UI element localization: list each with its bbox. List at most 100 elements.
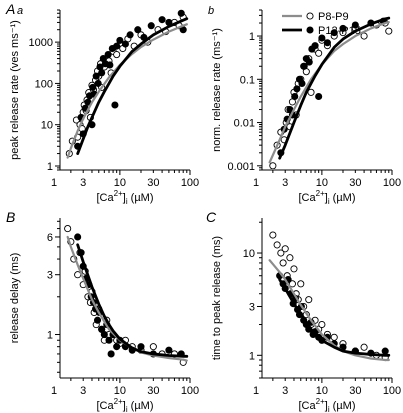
y-tick-label: 10 — [243, 248, 255, 260]
data-point-p8-p9 — [286, 254, 294, 262]
y-tick-label: 1 — [47, 161, 53, 173]
fit-curve-p12-p15 — [76, 243, 189, 358]
fit-curve-p8-p9 — [268, 259, 390, 362]
data-point-p8-p9 — [113, 51, 121, 59]
legend-marker — [306, 26, 314, 34]
y-tick-label: 0.01 — [234, 118, 255, 130]
data-point-p12-p15 — [111, 101, 119, 109]
data-point-p12-p15 — [98, 69, 106, 77]
data-point-p8-p9 — [281, 245, 289, 253]
fit-curve-p12-p15 — [278, 278, 391, 357]
data-point-p12-p15 — [323, 39, 331, 47]
data-point-p12-p15 — [147, 22, 155, 30]
data-point-p12-p15 — [93, 316, 102, 324]
data-point-p12-p15 — [298, 79, 306, 88]
y-tick-label: 10 — [41, 120, 53, 132]
x-tick-label: 100 — [181, 177, 199, 189]
data-point-p12-p15 — [315, 92, 323, 101]
data-point-p8-p9 — [305, 296, 313, 304]
data-point-p12-p15 — [318, 34, 326, 42]
y-tick-label: 0.001 — [227, 161, 255, 173]
x-tick-label: 3 — [80, 385, 86, 397]
fit-curve-p12-p15 — [278, 16, 391, 160]
data-point-p12-p15 — [106, 61, 114, 69]
panel-sublabel: a — [17, 5, 23, 17]
y-tick-label: 6 — [47, 232, 53, 244]
marks — [64, 225, 189, 366]
data-point-p8-p9 — [64, 225, 72, 233]
data-point-p12-p15 — [116, 36, 124, 44]
data-point-p8-p9 — [279, 259, 287, 267]
data-point-p8-p9 — [149, 343, 157, 351]
data-point-p12-p15 — [311, 42, 319, 50]
x-tick-label: 10 — [316, 385, 328, 397]
fit-curve-p12-p15 — [76, 17, 189, 155]
x-tick-label: 30 — [349, 385, 361, 397]
x-tick-label: 10 — [316, 177, 328, 189]
marks — [268, 231, 391, 362]
y-tick-label: 3 — [249, 302, 255, 314]
data-point-p12-p15 — [381, 347, 389, 355]
data-point-p12-p15 — [300, 62, 308, 70]
data-point-p12-p15 — [126, 31, 134, 39]
data-point-p12-p15 — [158, 16, 166, 24]
y-tick-label: 1000 — [29, 37, 53, 49]
data-point-p12-p15 — [121, 40, 129, 48]
x-tick-label: 1 — [51, 177, 57, 189]
data-point-p12-p15 — [305, 58, 313, 66]
y-tick-label: 100 — [35, 78, 53, 90]
x-axis-label: [Ca2+]i (µM) — [299, 397, 356, 413]
x-axis-label: [Ca2+]i (µM) — [97, 189, 154, 206]
x-tick-label: 100 — [181, 385, 199, 397]
y-tick-label: 1 — [249, 350, 255, 362]
x-tick-label: 30 — [147, 177, 159, 189]
data-point-p12-p15 — [107, 350, 115, 358]
data-point-p8-p9 — [269, 162, 277, 169]
data-point-p8-p9 — [269, 231, 277, 239]
data-point-p12-p15 — [92, 72, 100, 80]
data-point-p8-p9 — [273, 241, 281, 249]
data-point-p12-p15 — [330, 29, 338, 37]
data-point-p12-p15 — [177, 9, 185, 17]
data-point-p8-p9 — [307, 88, 315, 96]
panel-letter: C — [206, 209, 217, 225]
x-axis-label: [Ca2+]i (µM) — [299, 189, 356, 206]
chart-panel-Ab: 1 3 10 30 100 0.001 0.01 0.1 1 [Ca2+]i (µM) norm. … — [208, 5, 401, 206]
marks — [65, 9, 189, 159]
legend-marker — [306, 12, 314, 20]
y-axis-label: norm. release rate (ms⁻¹) — [211, 28, 223, 152]
data-point-p12-p15 — [165, 346, 173, 354]
data-point-p12-p15 — [105, 336, 113, 344]
x-tick-label: 30 — [349, 177, 361, 189]
fit-curve-p8-p9 — [66, 23, 188, 159]
x-tick-label: 100 — [383, 385, 401, 397]
x-tick-label: 1 — [253, 385, 259, 397]
data-point-p8-p9 — [330, 333, 338, 341]
data-point-p12-p15 — [134, 26, 142, 34]
y-tick-label: 1 — [47, 330, 53, 342]
data-point-p12-p15 — [74, 233, 82, 241]
data-point-p8-p9 — [385, 27, 393, 35]
x-tick-label: 10 — [114, 177, 126, 189]
panel-letter: A — [5, 1, 15, 17]
x-tick-label: 30 — [147, 385, 159, 397]
x-tick-label: 3 — [282, 385, 288, 397]
y-axis-label: peak release rate (ves ms⁻¹) — [9, 20, 21, 160]
x-tick-label: 1 — [253, 177, 259, 189]
data-point-p12-p15 — [89, 83, 97, 91]
legend-label: P12-P15 — [318, 25, 361, 37]
y-tick-label: 3 — [47, 270, 53, 282]
y-tick-label: 1 — [249, 31, 255, 43]
chart-panel-Aa: 1 3 10 30 100 1 10 100 1000 [Ca2+]i (µM) peak rele… — [5, 1, 199, 206]
data-point-p12-p15 — [94, 79, 102, 87]
data-point-p12-p15 — [100, 330, 108, 339]
data-point-p8-p9 — [315, 49, 323, 57]
data-point-p12-p15 — [293, 85, 301, 93]
data-point-p12-p15 — [291, 92, 299, 101]
panel-sublabel: b — [208, 5, 214, 17]
panel-letter: B — [6, 209, 15, 225]
x-tick-label: 10 — [114, 385, 126, 397]
y-axis-label: release delay (ms) — [9, 253, 21, 343]
